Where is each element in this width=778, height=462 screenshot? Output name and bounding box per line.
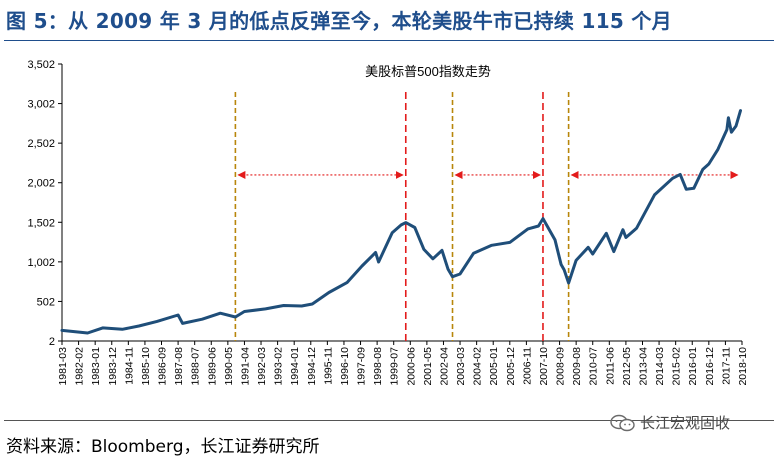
chart-series [60, 109, 742, 335]
x-tick-label: 2015-02 [671, 347, 683, 386]
x-tick-label: 1987-08 [173, 347, 185, 386]
x-tick-label: 1988-07 [190, 347, 202, 386]
x-tick-label: 2000-06 [405, 347, 417, 386]
x-tick-label: 2005-01 [488, 347, 500, 386]
title-divider [4, 40, 774, 41]
chart-axes: 3,502 3,002 2,502 2,002 1,502 1,002 502 21981-0… [27, 59, 749, 386]
x-tick-label: 2011-06 [604, 347, 616, 385]
x-tick-label: 1984-11 [123, 347, 135, 385]
x-tick-label: 1995-11 [322, 347, 334, 385]
x-tick-label: 2005-12 [505, 347, 517, 386]
y-tick-label: 1,502 [27, 217, 55, 229]
x-tick-label: 1983-12 [107, 347, 119, 386]
x-tick-label: 1981-03 [57, 347, 69, 386]
wechat-icon [610, 414, 635, 431]
x-tick-label: 2018-10 [737, 347, 749, 386]
source-note: 资料来源：Bloomberg，长江证券研究所 [6, 437, 320, 457]
x-tick-label: 2013-04 [637, 347, 649, 386]
x-tick-label: 2004-02 [472, 347, 484, 386]
y-tick-label: 2,502 [27, 138, 55, 150]
x-tick-label: 2006-11 [521, 347, 533, 385]
x-tick-label: 2008-09 [555, 347, 567, 386]
x-tick-label: 1991-04 [239, 347, 251, 386]
x-tick-label: 2012-05 [621, 347, 633, 386]
x-tick-label: 2002-04 [438, 347, 450, 386]
source-divider [4, 420, 774, 421]
x-tick-label: 1996-10 [339, 347, 351, 386]
x-tick-label: 2016-01 [687, 347, 699, 386]
y-tick-label: 3,002 [27, 99, 55, 111]
y-tick-label: 502 [37, 296, 55, 308]
x-tick-label: 1989-06 [206, 347, 218, 386]
watermark-label: 长江宏观固收 [640, 414, 731, 432]
figure-title: 图 5：从 2009 年 3 月的低点反弹至今，本轮美股牛市已持续 115 个月 [6, 9, 672, 33]
y-tick-label: 2 [49, 336, 55, 348]
x-tick-label: 2003-03 [455, 347, 467, 386]
x-tick-label: 1993-02 [273, 347, 285, 386]
x-tick-label: 1985-10 [140, 347, 152, 386]
x-tick-label: 1992-03 [256, 347, 268, 386]
y-tick-label: 1,002 [27, 257, 55, 269]
x-tick-label: 1997-09 [356, 347, 368, 386]
chart-annotations [234, 92, 739, 341]
watermark: 长江宏观固收 [610, 412, 730, 433]
x-tick-label: 1982-02 [74, 347, 86, 386]
x-tick-label: 1990-05 [223, 347, 235, 386]
y-tick-label: 3,502 [27, 59, 55, 71]
x-tick-label: 2009-08 [571, 347, 583, 386]
sp500-line [60, 109, 742, 335]
x-tick-label: 1994-01 [289, 347, 301, 386]
x-tick-label: 2014-03 [654, 347, 666, 386]
y-tick-label: 2,002 [27, 178, 55, 190]
x-tick-label: 2017-11 [720, 347, 732, 385]
x-tick-label: 2001-05 [422, 347, 434, 386]
x-tick-label: 1998-08 [372, 347, 384, 386]
x-tick-label: 1994-12 [306, 347, 318, 386]
x-tick-label: 2016-12 [704, 347, 716, 386]
x-tick-label: 1999-07 [389, 347, 401, 386]
x-tick-label: 2007-10 [538, 347, 550, 386]
chart-title: 美股标普500指数走势 [365, 64, 491, 79]
x-tick-label: 1986-09 [157, 347, 169, 386]
x-tick-label: 2010-07 [588, 347, 600, 386]
x-tick-label: 1983-01 [90, 347, 102, 386]
